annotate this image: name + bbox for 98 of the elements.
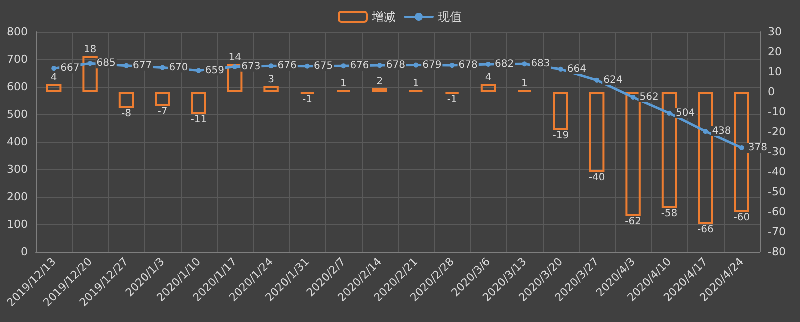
data-label: -7: [158, 106, 168, 118]
bar: [228, 64, 243, 92]
point: [594, 78, 600, 83]
y-tick-label: 400: [7, 136, 28, 148]
point: [558, 66, 564, 72]
data-label: 678: [386, 60, 406, 72]
y2-tick-label: -10: [768, 106, 786, 118]
point: [450, 63, 455, 68]
y2-tick-label: -80: [768, 246, 786, 258]
y2-tick-label: -60: [768, 206, 786, 218]
y-tick-label: 700: [7, 53, 28, 66]
point: [414, 62, 419, 68]
point: [268, 64, 274, 69]
data-label: -62: [625, 216, 642, 228]
data-label: 682: [495, 58, 514, 70]
bar: [155, 92, 170, 106]
data-label: 667: [60, 63, 80, 74]
data-label: 2: [376, 76, 384, 88]
data-label: 664: [567, 64, 586, 75]
data-label: 675: [314, 60, 334, 72]
point: [377, 63, 382, 68]
data-label: -11: [190, 114, 208, 126]
data-label: 378: [748, 142, 768, 154]
point: [341, 64, 346, 69]
bar: [46, 84, 62, 92]
data-label: 685: [96, 58, 116, 70]
y2-tick-label: 0: [768, 86, 775, 98]
bar: [698, 92, 714, 224]
bar: [662, 92, 678, 208]
point: [88, 61, 93, 66]
point: [739, 146, 744, 151]
data-label: 673: [242, 61, 261, 72]
bar: [118, 92, 134, 108]
data-label: -60: [734, 212, 750, 224]
data-label: 670: [169, 62, 188, 74]
y2-tick-label: -20: [768, 126, 786, 138]
bar: [480, 84, 496, 92]
data-label: 14: [228, 52, 242, 64]
data-label: 679: [422, 60, 442, 71]
data-label: 683: [531, 58, 550, 70]
data-label: 18: [84, 44, 97, 56]
data-label: 677: [133, 60, 152, 72]
y2-tick-label: -40: [768, 166, 786, 178]
data-label: -66: [698, 224, 714, 236]
data-label: -40: [588, 172, 606, 184]
y-tick-label: 800: [7, 26, 28, 38]
y-tick-label: 0: [21, 246, 28, 258]
data-label: -1: [302, 94, 312, 106]
y2-tick-label: 10: [768, 66, 782, 78]
point: [305, 64, 310, 69]
data-label: 659: [205, 65, 224, 76]
data-label: 676: [278, 60, 297, 72]
bar: [82, 56, 98, 92]
data-label: 624: [604, 74, 623, 86]
y-tick-label: 100: [7, 218, 28, 231]
data-label: 676: [350, 60, 370, 72]
point: [196, 68, 202, 74]
y-tick-label: 600: [7, 80, 28, 94]
data-label: -1: [447, 94, 458, 106]
data-label: 438: [712, 126, 732, 138]
bar: [191, 92, 206, 114]
y2-tick-label: -30: [768, 146, 786, 158]
bar: [264, 86, 279, 92]
point: [160, 65, 166, 70]
y2-tick-label: 20: [768, 46, 782, 58]
point: [630, 94, 636, 100]
data-label: 4: [50, 72, 58, 84]
y-tick-label: 300: [7, 163, 28, 176]
point: [522, 62, 528, 67]
bar: [734, 92, 750, 212]
legend-label: 增减: [371, 10, 396, 24]
y2-tick-label: -70: [768, 226, 786, 238]
point: [486, 62, 491, 67]
data-label: 678: [458, 60, 478, 72]
data-label: 1: [522, 78, 528, 90]
data-label: 1: [340, 78, 347, 90]
y-tick-label: 500: [7, 108, 28, 121]
bar: [553, 92, 568, 130]
point: [703, 129, 708, 134]
data-label: -19: [552, 130, 570, 142]
bar: [590, 92, 605, 172]
point: [667, 110, 672, 116]
data-label: -8: [122, 108, 132, 120]
data-label: 562: [640, 92, 659, 103]
point: [232, 64, 238, 70]
point: [52, 66, 57, 72]
data-label: 504: [676, 108, 696, 119]
bar: [372, 88, 388, 92]
legend-label: 现值: [438, 10, 462, 24]
data-label: 4: [485, 72, 492, 84]
point: [124, 63, 129, 68]
data-label: -58: [661, 208, 678, 220]
data-label: 1: [412, 78, 420, 90]
data-label: 3: [268, 74, 274, 86]
bar: [626, 92, 641, 216]
y2-tick-label: -50: [768, 186, 786, 198]
y-tick-label: 200: [7, 190, 28, 204]
y2-tick-label: 30: [768, 26, 782, 38]
